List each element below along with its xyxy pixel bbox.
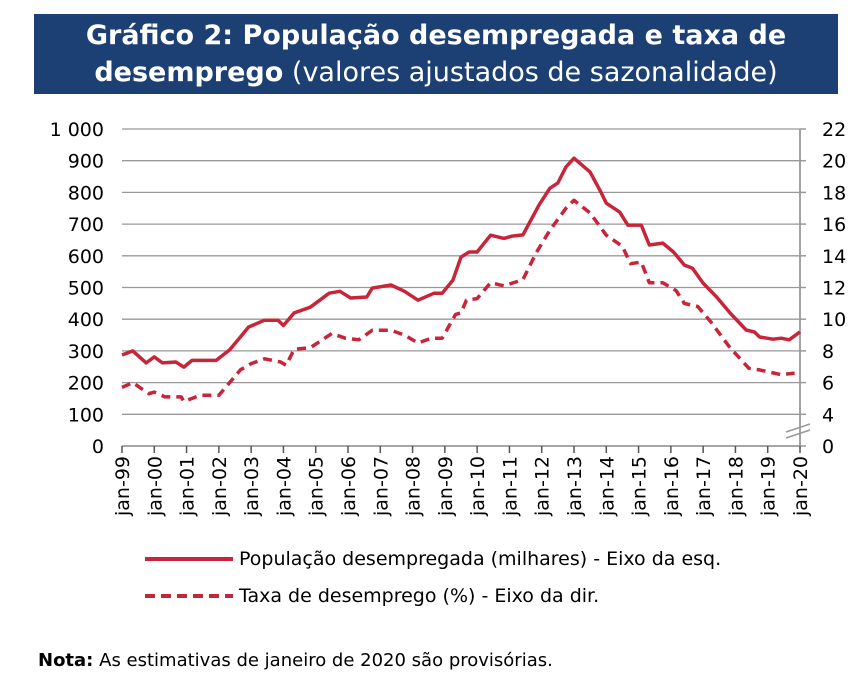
axis-break-mark	[785, 429, 811, 439]
legend-label: Taxa de desemprego (%) - Eixo da dir.	[239, 585, 600, 607]
x-tick-label: jan-12	[532, 456, 554, 517]
x-tick-label: jan-00	[144, 456, 166, 517]
title-line-1: Gráfico 2: População desempregada e taxa…	[85, 20, 787, 51]
note-label: Nota:	[38, 650, 94, 671]
right-tick-label: 16	[822, 214, 846, 236]
right-tick-label: 22	[822, 119, 846, 141]
x-tick-label: jan-19	[758, 456, 780, 517]
x-tick-label: jan-01	[177, 456, 199, 517]
x-tick-label: jan-17	[693, 456, 715, 517]
legend-item-population: População desempregada (milhares) - Eixo…	[145, 548, 721, 570]
left-tick-label: 200	[68, 373, 104, 395]
legend-label: População desempregada (milhares) - Eixo…	[239, 548, 722, 570]
axis-break-mark	[785, 423, 811, 433]
left-tick-label: 0	[92, 436, 104, 458]
x-tick-label: jan-10	[467, 456, 489, 517]
right-tick-label: 14	[822, 246, 846, 268]
left-tick-label: 500	[68, 278, 104, 300]
right-tick-label: 20	[822, 151, 846, 173]
chart-title: Gráfico 2: População desempregada e taxa…	[34, 14, 838, 94]
right-tick-label: 6	[822, 373, 834, 395]
x-tick-label: jan-02	[209, 456, 231, 517]
legend-swatch-solid	[145, 557, 233, 561]
left-tick-label: 300	[68, 341, 104, 363]
x-tick-label: jan-13	[564, 456, 586, 517]
x-tick-label: jan-18	[725, 456, 747, 517]
note-text: As estimativas de janeiro de 2020 são pr…	[99, 650, 553, 671]
x-tick-label: jan-15	[629, 456, 651, 517]
series-line-population	[121, 156, 802, 369]
left-tick-label: 100	[68, 404, 104, 426]
left-tick-label: 400	[68, 309, 104, 331]
x-tick-label: jan-03	[241, 456, 263, 517]
note: Nota: As estimativas de janeiro de 2020 …	[38, 650, 553, 671]
x-tick-label: jan-08	[403, 456, 425, 517]
left-tick-label: 600	[68, 246, 104, 268]
x-tick-label: jan-14	[596, 456, 618, 517]
x-tick-label: jan-09	[435, 456, 457, 517]
x-tick-label: jan-16	[661, 456, 683, 517]
x-tick-label: jan-06	[338, 456, 360, 517]
x-tick-label: jan-11	[499, 456, 521, 517]
x-tick-label: jan-99	[112, 456, 134, 517]
right-tick-label: 0	[822, 436, 834, 458]
right-tick-label: 10	[822, 309, 846, 331]
x-tick-label: jan-04	[273, 456, 295, 517]
left-tick-label: 1 000	[50, 119, 104, 141]
x-tick-label: jan-20	[790, 456, 812, 517]
left-tick-label: 700	[68, 214, 104, 236]
right-tick-label: 4	[822, 404, 834, 426]
right-tick-label: 18	[822, 182, 846, 204]
legend-item-rate: Taxa de desemprego (%) - Eixo da dir.	[145, 585, 599, 607]
left-tick-label: 900	[68, 151, 104, 173]
left-tick-label: 800	[68, 182, 104, 204]
x-tick-label: jan-07	[370, 456, 392, 517]
legend-swatch-dashed	[145, 594, 233, 598]
title-subtitle: (valores ajustados de sazonalidade)	[291, 57, 778, 88]
x-tick-label: jan-05	[306, 456, 328, 517]
series-line-unemployment-rate	[121, 198, 795, 404]
right-tick-label: 8	[822, 341, 834, 363]
right-tick-label: 12	[822, 278, 846, 300]
title-line-2: desemprego	[94, 57, 284, 88]
